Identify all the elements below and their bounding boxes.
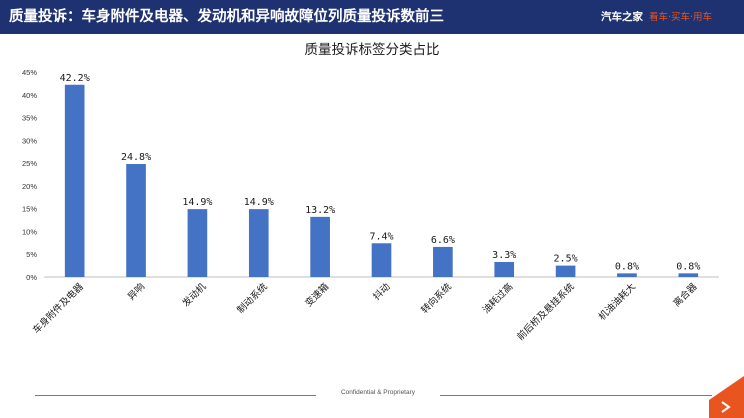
bar [433,246,453,277]
x-category-label: 制动系统 [235,280,271,316]
bar-value-label: 14.9% [244,197,274,208]
bar [248,209,269,277]
x-category-label: 车身附件及电器 [30,280,86,336]
bar-value-label: 0.8% [615,261,639,272]
bar-value-label: 3.3% [492,250,516,261]
x-category-label: 抖动 [371,281,393,303]
y-tick-label: 25% [22,159,37,168]
x-category-label: 离合器 [671,280,700,309]
footer-confidential-text: Confidential & Proprietary [340,389,416,396]
bar-value-label: 6.6% [431,235,455,246]
bar [126,164,146,277]
y-tick-label: 20% [22,182,37,191]
x-category-label: 转向系统 [419,280,455,316]
chart-title: 质量投诉标签分类占比 [305,41,440,58]
y-tick-label: 45% [22,68,37,77]
x-category-label: 异响 [125,281,147,303]
bar-value-label: 24.8% [121,152,151,163]
bar [678,273,699,277]
x-category-label: 发动机 [180,280,209,309]
y-tick-label: 30% [22,136,37,145]
x-category-label: 变速箱 [303,281,332,310]
corner-arrow-icon [709,376,744,418]
x-category-label: 机油油耗大 [596,280,638,322]
bar [617,273,637,277]
y-tick-label: 15% [22,205,37,214]
y-tick-label: 0% [26,273,37,282]
bar [555,265,576,277]
bar-value-label: 42.2% [60,73,90,84]
bar-value-label: 14.9% [182,197,212,208]
y-tick-label: 40% [22,91,37,100]
y-tick-label: 35% [22,114,37,123]
x-category-label: 油耗过高 [480,281,515,316]
y-tick-label: 5% [26,250,37,259]
brand-logo: 汽车之家 看车·买车·用车 [601,0,712,35]
bar-chart: 质量投诉标签分类占比 0% 5% 10% 15% 20% 25% 30% 35% 40% 45% 42… [22,41,719,343]
bar-value-label: 0.8% [676,261,700,272]
footer-divider-right [440,395,712,396]
bar-value-label: 13.2% [305,205,335,216]
x-category-label: 前后桥及悬挂系统 [514,280,577,343]
footer-divider-left [35,395,316,396]
bar [371,243,392,277]
y-tick-label: 10% [22,227,37,236]
bar [64,84,85,277]
bar-value-label: 7.4% [369,231,393,242]
bar [494,261,515,277]
bar [187,209,208,277]
brand-name: 汽车之家 [601,11,643,23]
bar-value-label: 2.5% [554,254,578,265]
slide-title: 质量投诉：车身附件及电器、发动机和异响故障位列质量投诉数前三 [9,9,444,25]
bar [310,216,330,277]
brand-slogan: 看车·买车·用车 [649,12,713,23]
slide-header: 质量投诉：车身附件及电器、发动机和异响故障位列质量投诉数前三 汽车之家 看车·买车… [0,0,744,34]
